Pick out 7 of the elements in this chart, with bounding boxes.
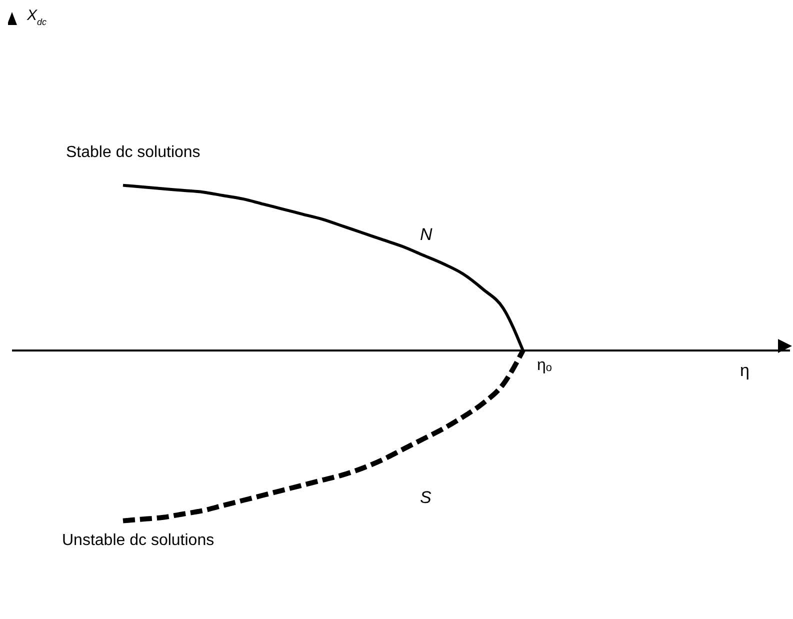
text: S [420,488,432,508]
text: Stable dc solutions [66,144,200,161]
series-label: N [420,225,433,244]
text: X$_{dc}$ [26,7,48,27]
text: Unstable dc solutions [62,532,214,549]
text: ηₒ [537,357,552,374]
text: η [740,361,750,380]
